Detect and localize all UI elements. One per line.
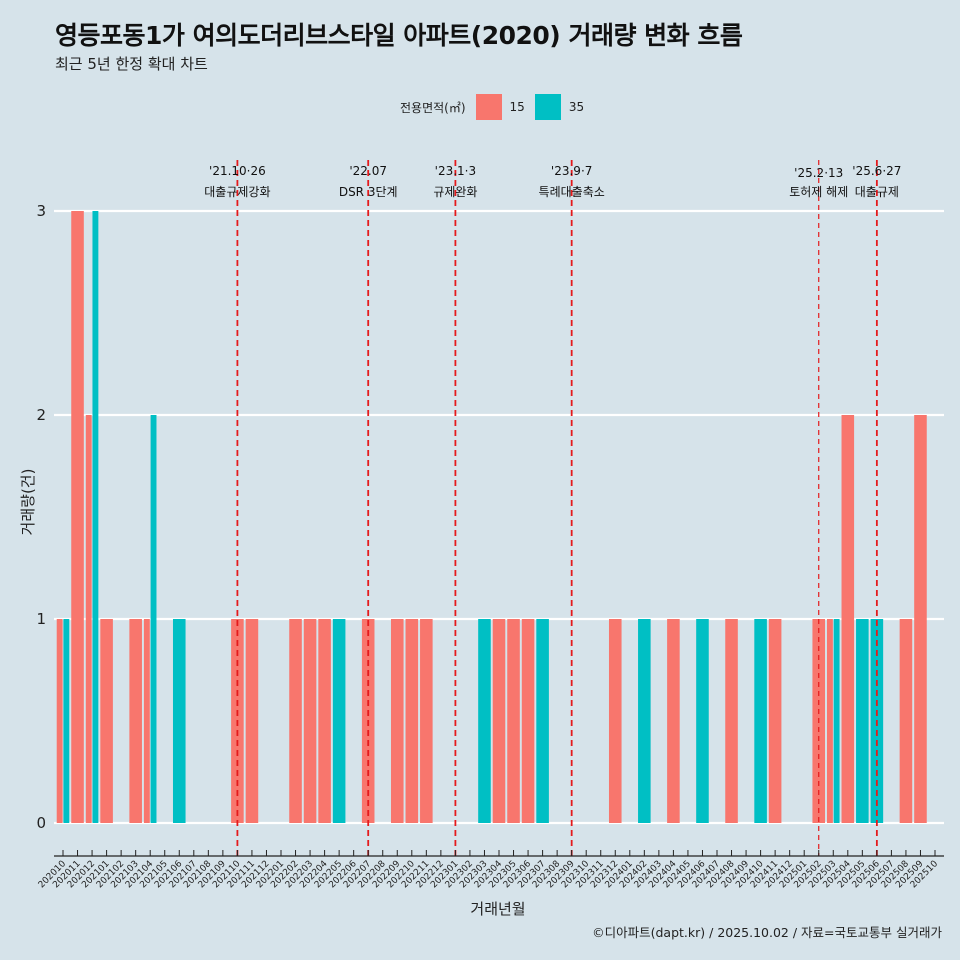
event-annotations: '21.10·26 대출규제강화 '22.07 DSR 3단계 '23.1·3 규제완화 '… [204, 164, 901, 199]
bar-202411-15 [768, 619, 782, 823]
legend: 전용면적(㎡) 15 35 [400, 93, 594, 121]
bar-202504-15 [841, 415, 855, 823]
event-label: 특례대출축소 [539, 185, 605, 199]
bar-202101-15 [100, 619, 113, 823]
y-tick-label: 2 [36, 406, 46, 424]
legend-label-15: 15 [509, 100, 525, 114]
bar-202204-15 [318, 619, 331, 823]
bar-202509-15 [914, 415, 927, 823]
bar-202404-15 [667, 619, 680, 823]
bar-202503-35 [833, 619, 840, 823]
bar-202205-35 [332, 619, 346, 823]
event-label: DSR 3단계 [339, 185, 398, 199]
bar-202209-15 [390, 619, 404, 823]
event-lines [236, 160, 878, 856]
legend-title: 전용면적(㎡) [400, 100, 466, 115]
chart-subtitle: 최근 5년 한정 확대 차트 [55, 55, 208, 73]
bar-202104-35 [150, 415, 157, 823]
source-caption: ©디아파트(dapt.kr) / 2025.10.02 / 자료=국토교통부 실… [592, 925, 942, 940]
bar-202508-15 [899, 619, 913, 823]
bar-202303-35 [478, 619, 491, 823]
bar-202111-15 [245, 619, 259, 823]
bar-202312-15 [608, 619, 622, 823]
bar-202203-15 [303, 619, 317, 823]
bar-202503-15 [826, 619, 833, 823]
bar-202010-15 [56, 619, 63, 823]
bar-202104-15 [143, 619, 150, 823]
y-axis: 0 1 2 3 [36, 202, 46, 832]
bar-202402-35 [638, 619, 651, 823]
y-axis-title: 거래량(건) [19, 469, 37, 536]
bar-202406-35 [696, 619, 709, 823]
bar-202011-15 [71, 211, 84, 823]
x-axis: 2020102020112020122021012021022021032021… [37, 850, 944, 890]
legend-label-35: 35 [568, 100, 585, 114]
event-label: 규제완화 [433, 185, 477, 199]
y-tick-label: 3 [36, 202, 46, 220]
bar-202305-15 [507, 619, 520, 823]
bar-202202-15 [289, 619, 302, 823]
y-tick-label: 0 [36, 814, 46, 832]
y-tick-label: 1 [36, 610, 46, 628]
bar-202106-35 [172, 619, 186, 823]
bar-202304-15 [492, 619, 506, 823]
event-label: 대출규제강화 [204, 185, 270, 199]
bar-202010-35 [63, 619, 70, 823]
bar-202012-15 [85, 415, 92, 823]
bar-202307-35 [536, 619, 549, 823]
event-date: '23.1·3 [435, 164, 476, 178]
bar-202211-15 [420, 619, 433, 823]
event-date: '21.10·26 [209, 164, 266, 178]
bars [56, 211, 927, 823]
event-date: '25.6·27 [852, 164, 901, 178]
event-date: '22.07 [349, 164, 387, 178]
bar-202410-35 [754, 619, 767, 823]
bar-202210-15 [405, 619, 419, 823]
bar-202408-15 [725, 619, 738, 823]
legend-swatch-35 [534, 94, 561, 120]
chart-title: 영등포동1가 여의도더리브스타일 아파트(2020) 거래량 변화 흐름 [55, 21, 743, 50]
x-axis-title: 거래년월 [470, 900, 525, 918]
bar-202505-35 [856, 619, 869, 823]
event-label: 토허제 해제 [789, 185, 848, 199]
bar-202306-15 [521, 619, 535, 823]
bar-202012-35 [92, 211, 99, 823]
legend-swatch-15 [475, 94, 502, 120]
bar-202103-15 [129, 619, 142, 823]
event-date: '23.9·7 [551, 164, 592, 178]
event-label: 대출규제 [855, 185, 899, 199]
event-date: '25.2·13 [794, 166, 843, 180]
